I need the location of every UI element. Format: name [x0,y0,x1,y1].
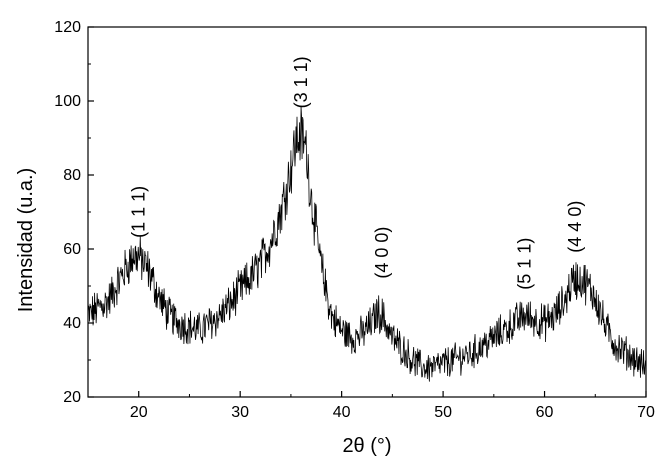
y-tick-label: 80 [63,167,81,184]
y-axis-title: Intensidad (u.a.) [15,168,37,313]
peak-label: (4 0 0) [372,227,392,279]
y-tick-label: 120 [54,19,81,36]
peak-label: (1 1 1) [129,186,149,238]
y-tick-label: 20 [63,389,81,406]
diffraction-trace [87,106,647,382]
plot-area [87,26,647,398]
peak-annotations: (1 1 1) (3 1 1) (4 0 0) (5 1 1) (4 4 0) [129,56,585,289]
peak-label: (5 1 1) [514,238,534,290]
plot-frame [87,26,647,398]
x-axis-ticks: 20 30 40 50 60 70 [87,391,655,421]
y-axis-ticks: 20 40 60 80 100 120 [54,19,94,406]
x-tick-label: 20 [130,404,148,421]
peak-label: (4 4 0) [565,201,585,253]
x-tick-label: 30 [231,404,249,421]
peak-label: (3 1 1) [291,56,311,108]
x-tick-label: 40 [333,404,351,421]
y-tick-label: 60 [63,241,81,258]
y-tick-label: 100 [54,93,81,110]
x-tick-label: 50 [434,404,452,421]
x-tick-label: 70 [637,404,655,421]
x-tick-label: 60 [536,404,554,421]
y-tick-label: 40 [63,315,81,332]
x-axis-title: 2θ (°) [342,435,391,457]
